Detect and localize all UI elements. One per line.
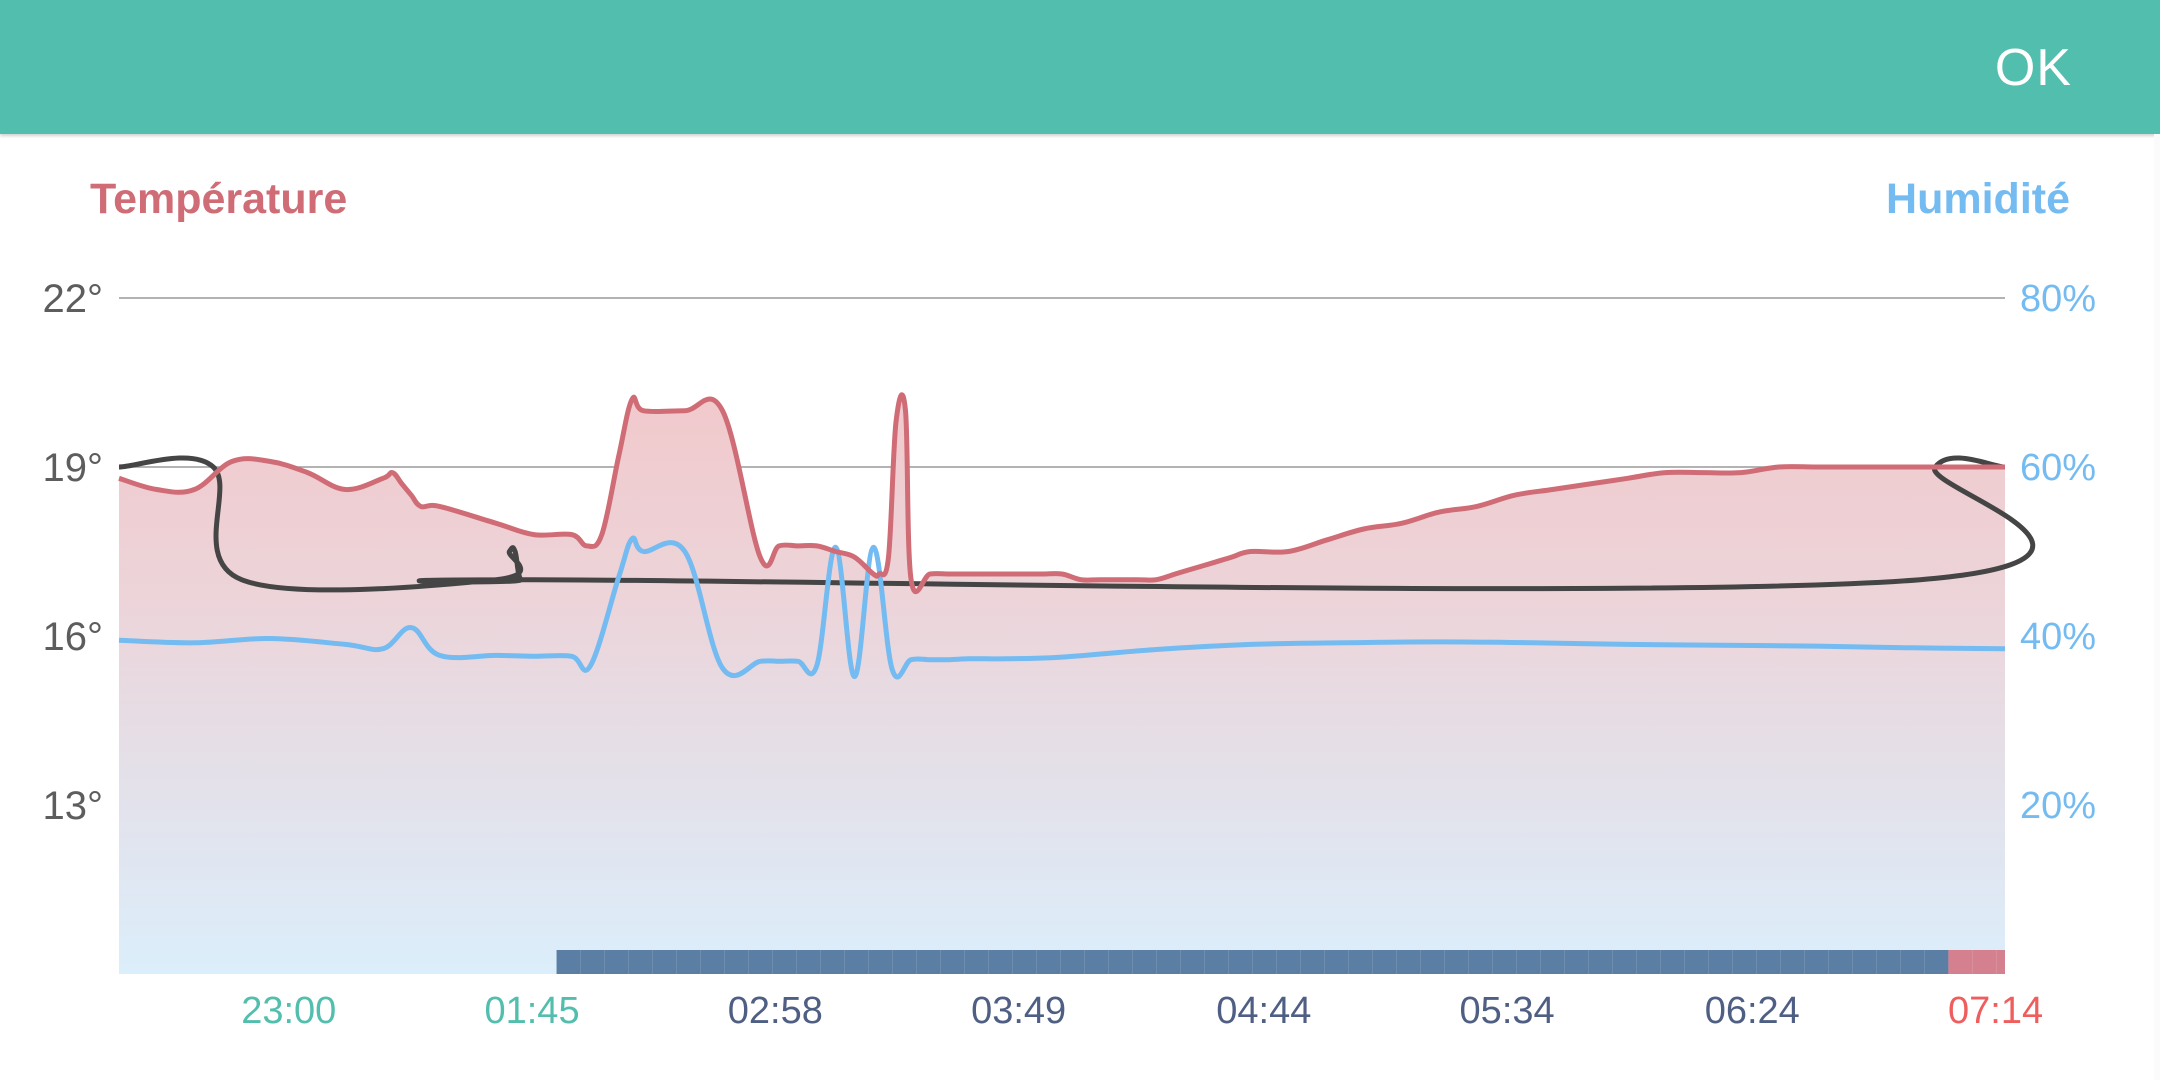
activity-bar-segment	[556, 950, 1949, 974]
screen-edge	[2154, 134, 2160, 1080]
left-tick-label: 19°	[43, 446, 104, 490]
setpoint-line	[118, 455, 2036, 593]
time-tick-label: 06:24	[1705, 990, 1800, 1032]
top-bar: OK	[0, 0, 2160, 134]
ok-button[interactable]: OK	[1994, 39, 2072, 97]
temperature-humidity-chart: Température Humidité 22° 19° 16° 13° 80% 60% 4…	[43, 175, 2097, 1032]
time-tick-label: 03:49	[971, 990, 1066, 1032]
humidity-line	[118, 535, 2006, 680]
left-tick-label: 13°	[43, 784, 104, 828]
left-tick-label: 22°	[43, 277, 104, 321]
humidity-axis-title: Humidité	[1886, 175, 2070, 223]
temperature-axis-title: Température	[90, 175, 347, 223]
left-tick-label: 16°	[43, 615, 104, 659]
time-tick-label: 23:00	[241, 990, 336, 1032]
time-tick-label: 02:58	[728, 990, 823, 1032]
activity-bar-segment	[1948, 950, 2005, 974]
temperature-area	[119, 394, 2005, 974]
right-tick-label: 40%	[2020, 616, 2096, 658]
right-tick-label: 80%	[2020, 278, 2096, 320]
temperature-line	[118, 392, 2005, 595]
time-tick-label: 01:45	[484, 990, 579, 1032]
time-tick-label: 05:34	[1460, 990, 1555, 1032]
right-tick-label: 60%	[2020, 447, 2096, 489]
right-tick-label: 20%	[2020, 785, 2096, 827]
time-tick-label: 07:14	[1948, 990, 2043, 1032]
time-tick-label: 04:44	[1216, 990, 1311, 1032]
